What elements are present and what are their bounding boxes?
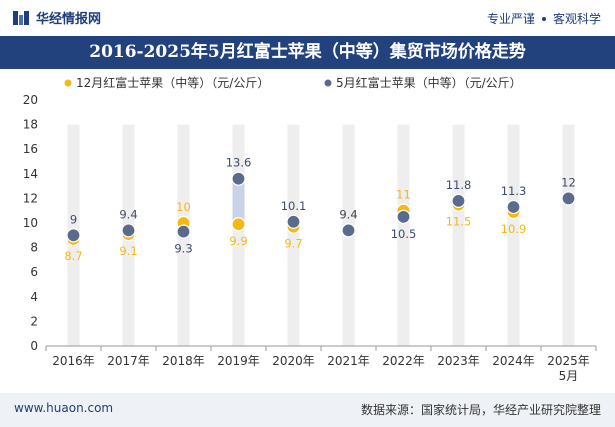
x-tick-label: 2017年 xyxy=(107,354,150,368)
data-label-dec: 9.1 xyxy=(119,244,137,258)
y-tick-label: 18 xyxy=(23,118,38,132)
chart-title: 2016-2025年5月红富士苹果（中等）集贸市场价格走势 xyxy=(0,36,615,69)
y-tick-label: 12 xyxy=(23,191,38,205)
data-label-dec: 10.9 xyxy=(501,222,527,236)
data-label-dec: 11.5 xyxy=(446,215,472,229)
data-label-dec: 9.4 xyxy=(339,207,357,221)
data-label-may: 10.1 xyxy=(281,199,307,213)
footer-source: 数据来源：国家统计局，华经产业研究院整理 xyxy=(360,403,601,417)
y-tick-label: 14 xyxy=(23,167,38,181)
y-tick-label: 6 xyxy=(30,265,38,279)
footer: www.huaon.com 数据来源：国家统计局，华经产业研究院整理 xyxy=(0,393,615,427)
point-may xyxy=(451,193,466,208)
legend-marker-icon xyxy=(324,79,332,87)
point-may xyxy=(506,199,521,215)
y-tick-label: 2 xyxy=(30,314,38,328)
x-tick-label: 2022年 xyxy=(382,354,425,368)
data-label-dec: 8.7 xyxy=(64,249,82,263)
price-chart: 0 2 4 6 8 10 12 14 16 18 20 2016年 2017年 2018年 2019年 202… xyxy=(23,75,597,383)
y-tick-label: 10 xyxy=(23,216,38,230)
data-label-dec: 11 xyxy=(396,188,411,202)
category-column xyxy=(562,124,575,346)
x-tick-label: 2023年 xyxy=(437,354,480,368)
x-tick-label: 2025年 xyxy=(547,354,590,368)
point-may xyxy=(176,224,191,239)
legend-marker-icon xyxy=(64,79,72,87)
x-tick-label: 2020年 xyxy=(272,354,315,368)
y-tick-label: 4 xyxy=(30,290,38,304)
data-label-may: 9 xyxy=(70,212,77,226)
point-may xyxy=(231,171,246,186)
point-may xyxy=(66,228,81,243)
point-may xyxy=(396,209,411,224)
data-label-may: 12 xyxy=(561,175,576,189)
point-may xyxy=(121,223,136,238)
x-tick-label: 2021年 xyxy=(327,354,370,368)
data-label-may: 9.3 xyxy=(174,242,192,256)
x-tick-label: 2016年 xyxy=(52,354,95,368)
brand-name: 华经情报网 xyxy=(36,12,102,27)
data-label-may: 10.5 xyxy=(391,227,417,241)
tagline-2: 客观科学 xyxy=(552,12,601,26)
data-label-may: 9.4 xyxy=(339,207,357,221)
x-tick-label: 2019年 xyxy=(217,354,260,368)
y-tick-label: 0 xyxy=(30,339,38,353)
data-label-may: 13.6 xyxy=(226,156,252,170)
legend-label: 5月红富士苹果（中等）（元/公斤） xyxy=(336,75,522,90)
y-tick-label: 8 xyxy=(30,241,38,255)
range-connector xyxy=(232,178,245,225)
category-column xyxy=(507,124,520,346)
data-label-dec: 9.9 xyxy=(229,234,247,248)
data-label-may: 9.4 xyxy=(119,207,137,221)
point-may xyxy=(341,223,356,238)
data-label-dec: 9.7 xyxy=(284,237,302,251)
top-bar: 华经情报网 专业严谨 客观科学 xyxy=(0,0,615,36)
category-column xyxy=(452,124,465,346)
point-may xyxy=(561,191,576,206)
data-label-may: 11.8 xyxy=(446,178,472,192)
tagline-1: 专业严谨 xyxy=(486,12,535,26)
data-label-may: 11.3 xyxy=(501,184,527,198)
brand-logo-icon xyxy=(13,10,29,25)
x-tick-label: 2024年 xyxy=(492,354,535,368)
x-tick-label: 5月 xyxy=(559,369,579,383)
brand[interactable]: 华经情报网 xyxy=(12,8,101,27)
category-column xyxy=(397,124,410,346)
point-dec xyxy=(231,217,246,232)
point-may xyxy=(286,214,301,229)
legend-label: 12月红富士苹果（中等）（元/公斤） xyxy=(76,75,269,90)
y-tick-label: 16 xyxy=(23,142,38,156)
tagline: 专业严谨 客观科学 xyxy=(487,10,601,27)
dot-separator-icon xyxy=(541,16,546,21)
footer-url[interactable]: www.huaon.com xyxy=(14,401,114,415)
category-column xyxy=(287,124,300,346)
data-label-dec: 10 xyxy=(176,200,191,214)
x-tick-label: 2018年 xyxy=(162,354,205,368)
y-tick-label: 20 xyxy=(23,93,38,107)
